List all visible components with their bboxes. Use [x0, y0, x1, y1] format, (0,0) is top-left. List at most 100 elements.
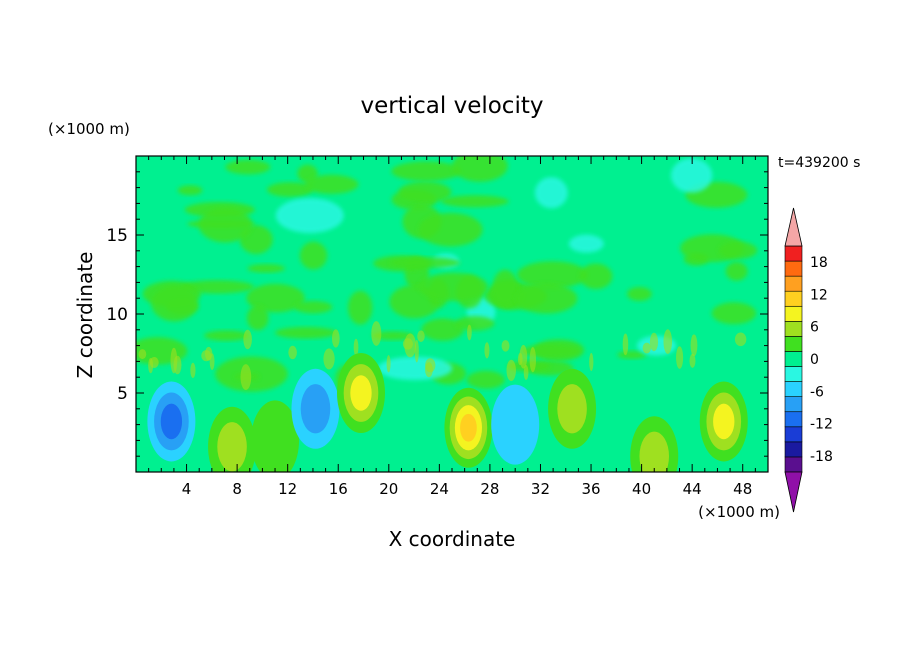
field-texture	[521, 344, 580, 358]
field-texture	[466, 370, 505, 389]
field-texture	[725, 261, 748, 281]
velocity-field	[136, 156, 768, 472]
field-texture	[299, 241, 328, 270]
field-texture	[246, 305, 269, 331]
field-texture	[501, 340, 510, 352]
colorbar-under-triangle	[784, 471, 803, 513]
field-texture	[402, 338, 413, 350]
field-texture	[288, 345, 297, 360]
field-texture	[519, 344, 528, 369]
x-tick-label: 48	[733, 480, 752, 498]
y-axis: 5 10 15	[106, 171, 768, 457]
contour-blob	[557, 384, 587, 434]
x-tick-label: 24	[430, 480, 449, 498]
field-texture	[201, 350, 212, 362]
colorbar-tick-label: -18	[810, 449, 833, 465]
field-texture	[177, 185, 203, 196]
z-unit-label: (×1000 m)	[48, 120, 130, 138]
field-texture	[266, 182, 314, 197]
field-texture	[198, 207, 252, 243]
colorbar-swatch	[784, 305, 803, 322]
field-texture	[275, 197, 344, 234]
field-texture	[452, 156, 508, 182]
colorbar-tick-label: -6	[810, 384, 824, 400]
field-texture	[190, 362, 196, 379]
contour-blob	[350, 375, 372, 411]
colorbar-tick-label: -12	[810, 417, 833, 433]
x-tick-label: 8	[232, 480, 242, 498]
field-texture	[484, 342, 490, 359]
field-texture	[421, 318, 464, 341]
colorbar-swatch	[784, 275, 803, 292]
x-tick-label: 36	[581, 480, 600, 498]
field-texture	[389, 257, 461, 269]
y-axis-label: Z coordinate	[73, 252, 97, 379]
y-tick-label: 10	[106, 305, 128, 325]
field-texture	[203, 330, 250, 341]
colorbar-swatch	[784, 245, 803, 262]
x-axis-label: X coordinate	[389, 527, 516, 551]
field-texture	[323, 348, 335, 370]
field-texture	[506, 359, 516, 382]
field-texture	[173, 355, 182, 375]
field-texture	[676, 346, 684, 369]
colorbar-tick-label: 18	[810, 255, 828, 271]
field-texture	[398, 181, 452, 203]
x-axis: 4 8 12 16 20 24 28 32 36 40 44 48	[148, 156, 756, 498]
colorbar-swatch	[784, 426, 803, 443]
x-tick-label: 32	[531, 480, 550, 498]
field-texture	[589, 353, 594, 372]
contour-blob	[251, 400, 300, 472]
x-tick-label: 28	[480, 480, 499, 498]
colorbar: 18 12 6 0 -6 -12 -18	[784, 207, 833, 513]
colorbar-swatch	[784, 456, 803, 473]
colorbar-swatch	[784, 381, 803, 397]
x-unit-label: (×1000 m)	[698, 503, 780, 521]
x-tick-label: 40	[632, 480, 651, 498]
field-texture	[391, 161, 462, 182]
contour-blob	[300, 384, 331, 434]
field-texture	[418, 212, 483, 247]
field-texture	[670, 158, 713, 193]
colorbar-swatch	[784, 396, 803, 413]
field-texture	[347, 290, 373, 325]
chart-title: vertical velocity	[361, 93, 544, 119]
colorbar-tick-label: 6	[810, 320, 819, 336]
field-texture	[441, 195, 509, 208]
field-texture	[247, 264, 286, 273]
colorbar-swatch	[784, 321, 803, 337]
field-texture	[353, 338, 359, 356]
field-texture	[225, 159, 271, 175]
x-tick-label: 4	[182, 480, 192, 498]
y-tick-label: 5	[117, 384, 128, 404]
contour-blob	[460, 413, 477, 442]
contour-blob	[217, 422, 247, 472]
colorbar-swatch	[784, 351, 803, 367]
field-texture	[529, 347, 537, 373]
field-texture	[523, 365, 529, 380]
colorbar-swatch	[784, 441, 803, 458]
colorbar-over-triangle	[784, 207, 803, 247]
field-texture	[304, 174, 359, 194]
field-texture	[515, 283, 578, 314]
field-texture	[386, 355, 391, 373]
colorbar-swatch	[784, 290, 803, 307]
field-texture	[246, 283, 305, 313]
colorbar-swatch	[784, 411, 803, 428]
colorbar-tick-label: 0	[810, 352, 819, 368]
field-texture	[240, 364, 252, 391]
field-texture	[689, 353, 696, 368]
field-texture	[425, 358, 436, 373]
field-texture	[568, 234, 604, 253]
field-texture	[734, 332, 747, 347]
field-texture	[642, 342, 651, 354]
colorbar-tick-label: 12	[810, 287, 828, 303]
field-texture	[467, 324, 472, 341]
field-texture	[331, 329, 340, 348]
field-texture	[414, 339, 419, 363]
x-tick-label: 12	[278, 480, 297, 498]
field-texture	[663, 329, 673, 354]
time-label: t=439200 s	[778, 155, 860, 171]
field-texture	[622, 333, 629, 356]
